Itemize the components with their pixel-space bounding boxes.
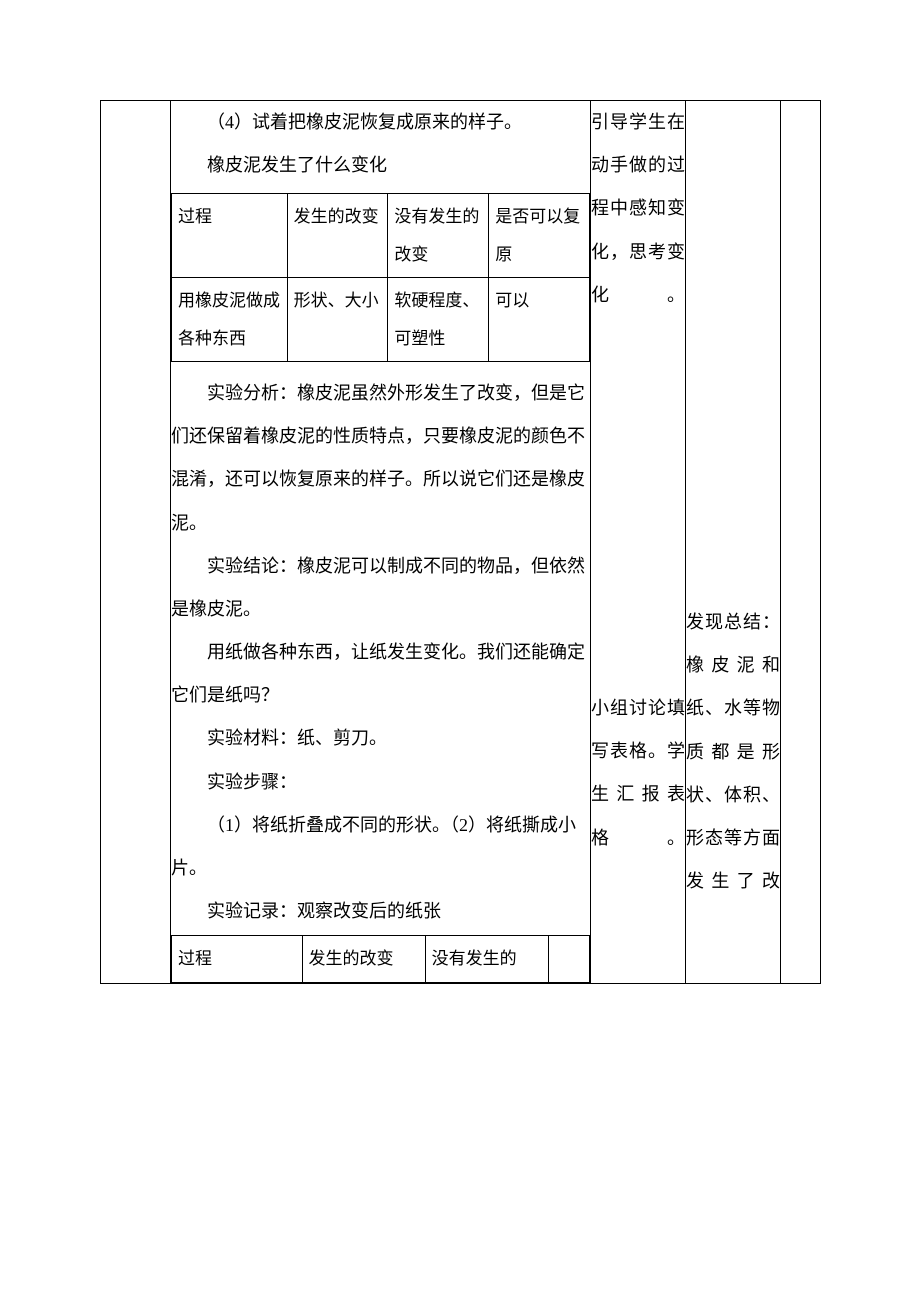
table-cell: 软硬程度、可塑性 bbox=[388, 278, 489, 362]
experiment-analysis: 实验分析：橡皮泥虽然外形发生了改变，但是它们还保留着橡皮泥的性质特点，只要橡皮泥… bbox=[171, 372, 590, 545]
teacher-guidance-cell: 引导学生在动手做的过程中感知变化，思考变化。 小组讨论填写表格。学生汇报表格。 bbox=[591, 101, 686, 984]
main-content-cell: （4）试着把橡皮泥恢复成原来的样子。 橡皮泥发生了什么变化 过程 发生的改变 没… bbox=[171, 101, 591, 984]
summary-text: 发现总结：橡皮泥和纸、水等物质都是形状、体积、形态等方面发生了改 bbox=[686, 601, 780, 903]
experiment-materials: 实验材料：纸、剪刀。 bbox=[171, 717, 590, 760]
table-header: 发生的改变 bbox=[302, 936, 425, 982]
paper-change-table: 过程 发生的改变 没有发生的 bbox=[171, 935, 590, 982]
summary-cell: 发现总结：橡皮泥和纸、水等物质都是形状、体积、形态等方面发生了改 bbox=[686, 101, 781, 984]
clay-change-table: 过程 发生的改变 没有发生的改变 是否可以复原 用橡皮泥做成各种东西 形状、大小… bbox=[171, 193, 590, 362]
guidance-block-2: 小组讨论填写表格。学生汇报表格。 bbox=[591, 687, 685, 860]
paper-question: 用纸做各种东西，让纸发生变化。我们还能确定它们是纸吗？ bbox=[171, 631, 590, 717]
guidance-block-1: 引导学生在动手做的过程中感知变化，思考变化。 bbox=[591, 101, 685, 317]
left-blank-cell bbox=[101, 101, 171, 984]
lesson-layout-table: （4）试着把橡皮泥恢复成原来的样子。 橡皮泥发生了什么变化 过程 发生的改变 没… bbox=[100, 100, 821, 984]
experiment-steps: （1）将纸折叠成不同的形状。（2）将纸撕成小片。 bbox=[171, 804, 590, 890]
table-header: 过程 bbox=[172, 936, 303, 982]
table-header: 没有发生的 bbox=[425, 936, 548, 982]
table-header: 过程 bbox=[172, 194, 288, 278]
table-header: 发生的改变 bbox=[287, 194, 388, 278]
table-header bbox=[548, 936, 589, 982]
question-clay-change: 橡皮泥发生了什么变化 bbox=[171, 144, 590, 187]
table-cell: 形状、大小 bbox=[287, 278, 388, 362]
experiment-steps-label: 实验步骤： bbox=[171, 761, 590, 804]
experiment-conclusion: 实验结论：橡皮泥可以制成不同的物品，但依然是橡皮泥。 bbox=[171, 545, 590, 631]
experiment-record: 实验记录：观察改变后的纸张 bbox=[171, 890, 590, 933]
table-cell: 用橡皮泥做成各种东西 bbox=[172, 278, 288, 362]
right-blank-cell bbox=[781, 101, 821, 984]
table-header: 是否可以复原 bbox=[489, 194, 590, 278]
step-4-text: （4）试着把橡皮泥恢复成原来的样子。 bbox=[171, 101, 590, 144]
table-cell: 可以 bbox=[489, 278, 590, 362]
table-header: 没有发生的改变 bbox=[388, 194, 489, 278]
